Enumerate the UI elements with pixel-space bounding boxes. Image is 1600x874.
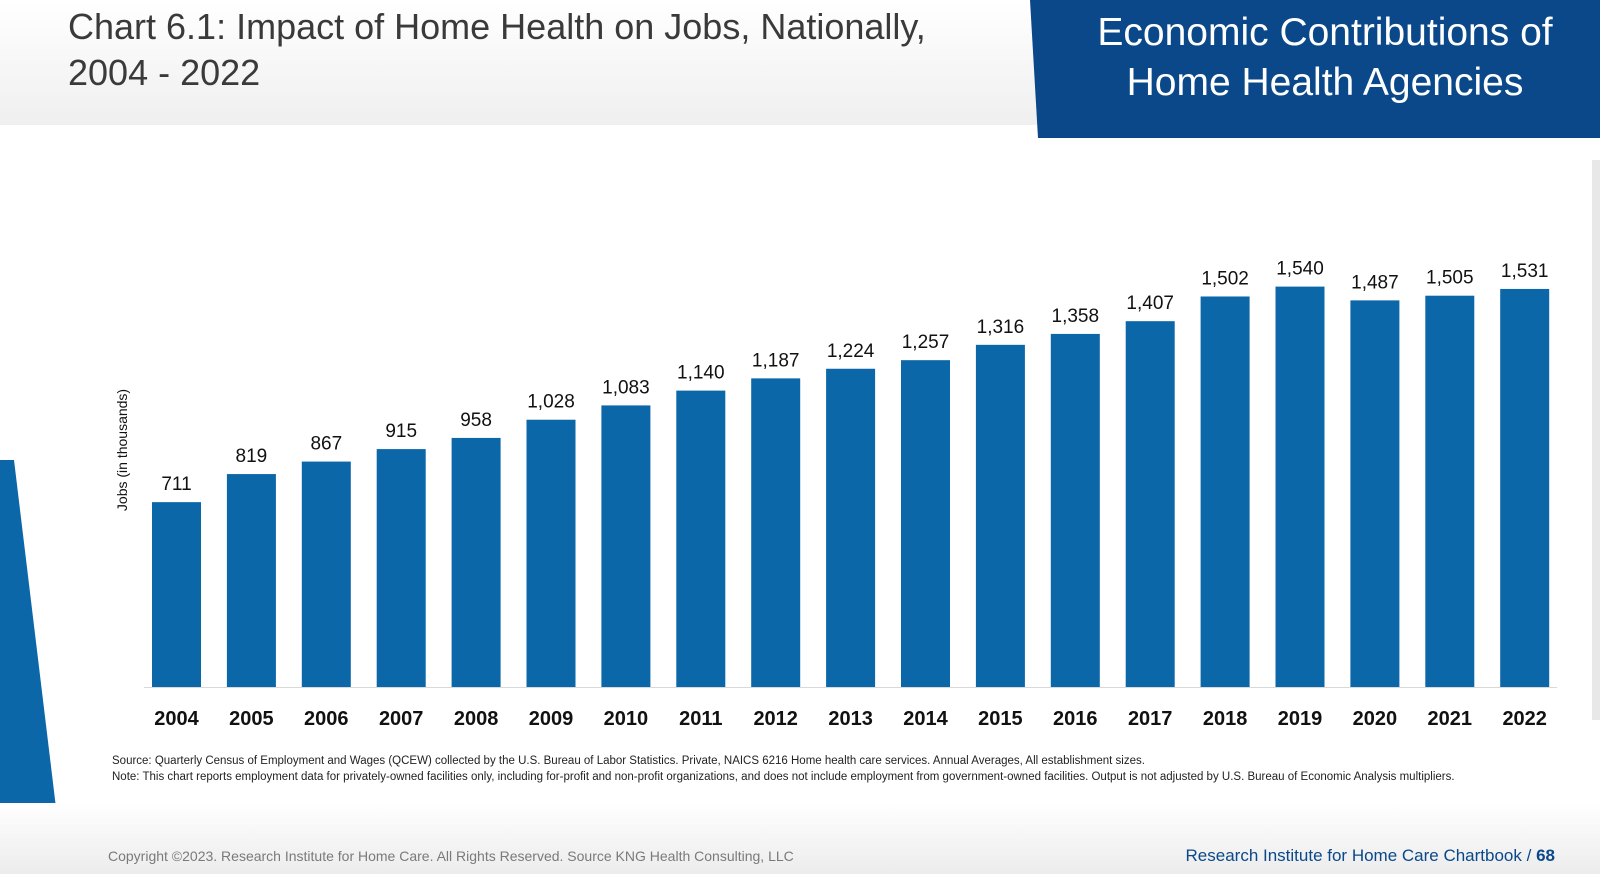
x-tick-2013: 2013 — [828, 708, 873, 730]
data-label-2006: 867 — [310, 434, 342, 455]
data-label-2015: 1,316 — [977, 317, 1025, 338]
data-label-2013: 1,224 — [827, 341, 875, 362]
data-label-2017: 1,407 — [1126, 293, 1174, 314]
bar-2004 — [152, 502, 201, 687]
bar-2020 — [1350, 300, 1400, 687]
data-label-2019: 1,540 — [1276, 259, 1324, 280]
x-tick-2006: 2006 — [304, 708, 349, 730]
note-text: Note: This chart reports employment data… — [112, 771, 1455, 783]
x-tick-2022: 2022 — [1502, 708, 1547, 730]
data-label-2005: 819 — [236, 446, 268, 467]
data-label-2011: 1,140 — [677, 363, 725, 384]
x-tick-2014: 2014 — [903, 708, 948, 730]
data-label-2021: 1,505 — [1426, 268, 1474, 289]
x-tick-2015: 2015 — [978, 708, 1023, 730]
title-line-1: Chart 6.1: Impact of Home Health on Jobs… — [68, 6, 926, 47]
bar-2007 — [376, 449, 426, 687]
bar-2016 — [1050, 333, 1100, 687]
page-number: 68 — [1536, 846, 1555, 865]
data-label-2016: 1,358 — [1052, 306, 1100, 327]
data-label-2014: 1,257 — [902, 332, 950, 353]
bar-2011 — [676, 390, 726, 687]
banner-line-1: Economic Contributions of — [1097, 11, 1553, 54]
section-banner-text: Economic Contributions of Home Health Ag… — [1080, 8, 1570, 108]
data-label-2009: 1,028 — [527, 392, 575, 413]
bar-2012 — [751, 378, 801, 687]
x-tick-2019: 2019 — [1278, 708, 1323, 730]
page-title: Chart 6.1: Impact of Home Health on Jobs… — [68, 4, 968, 96]
source-text: Source: Quarterly Census of Employment a… — [112, 755, 1145, 767]
data-label-2007: 915 — [385, 421, 417, 442]
x-tick-2010: 2010 — [604, 708, 649, 730]
banner-line-2: Home Health Agencies — [1126, 61, 1524, 104]
data-label-2020: 1,487 — [1351, 272, 1399, 293]
x-tick-2020: 2020 — [1353, 708, 1398, 730]
bar-2019 — [1275, 286, 1325, 687]
data-label-2022: 1,531 — [1501, 261, 1549, 282]
x-tick-2004: 2004 — [154, 708, 199, 730]
data-label-2018: 1,502 — [1201, 268, 1249, 289]
bar-2010 — [601, 405, 651, 687]
x-tick-2008: 2008 — [454, 708, 499, 730]
bar-2022 — [1500, 288, 1550, 687]
bar-2015 — [975, 344, 1025, 687]
bar-2014 — [901, 360, 950, 687]
x-tick-2011: 2011 — [679, 708, 722, 730]
x-tick-2012: 2012 — [753, 708, 798, 730]
section-banner — [1030, 0, 1600, 138]
data-label-2004: 711 — [161, 474, 191, 495]
data-label-2012: 1,187 — [752, 350, 800, 371]
footer-band — [0, 803, 1600, 874]
chartbook-label: Research Institute for Home Care Chartbo… — [1186, 846, 1555, 866]
title-line-2: 2004 - 2022 — [68, 52, 261, 93]
bar-2006 — [301, 461, 351, 687]
x-tick-2005: 2005 — [229, 708, 274, 730]
bar-2013 — [826, 368, 876, 687]
x-tick-2017: 2017 — [1128, 708, 1173, 730]
data-label-2008: 958 — [460, 410, 492, 431]
bar-2021 — [1425, 295, 1475, 687]
x-tick-2016: 2016 — [1053, 708, 1098, 730]
bar-2005 — [226, 474, 276, 687]
x-tick-2021: 2021 — [1428, 708, 1473, 730]
bar-2008 — [451, 437, 501, 687]
data-label-2010: 1,083 — [602, 377, 650, 398]
source-notes: Source: Quarterly Census of Employment a… — [112, 753, 1512, 785]
x-tick-2009: 2009 — [529, 708, 574, 730]
bar-2009 — [526, 419, 576, 687]
bar-2018 — [1200, 296, 1250, 687]
x-tick-2007: 2007 — [379, 708, 424, 730]
chartbook-name: Research Institute for Home Care Chartbo… — [1185, 846, 1532, 865]
bar-2017 — [1125, 321, 1175, 687]
copyright-text: Copyright ©2023. Research Institute for … — [108, 848, 794, 864]
right-decor-strip — [1592, 160, 1600, 720]
x-tick-2018: 2018 — [1203, 708, 1248, 730]
